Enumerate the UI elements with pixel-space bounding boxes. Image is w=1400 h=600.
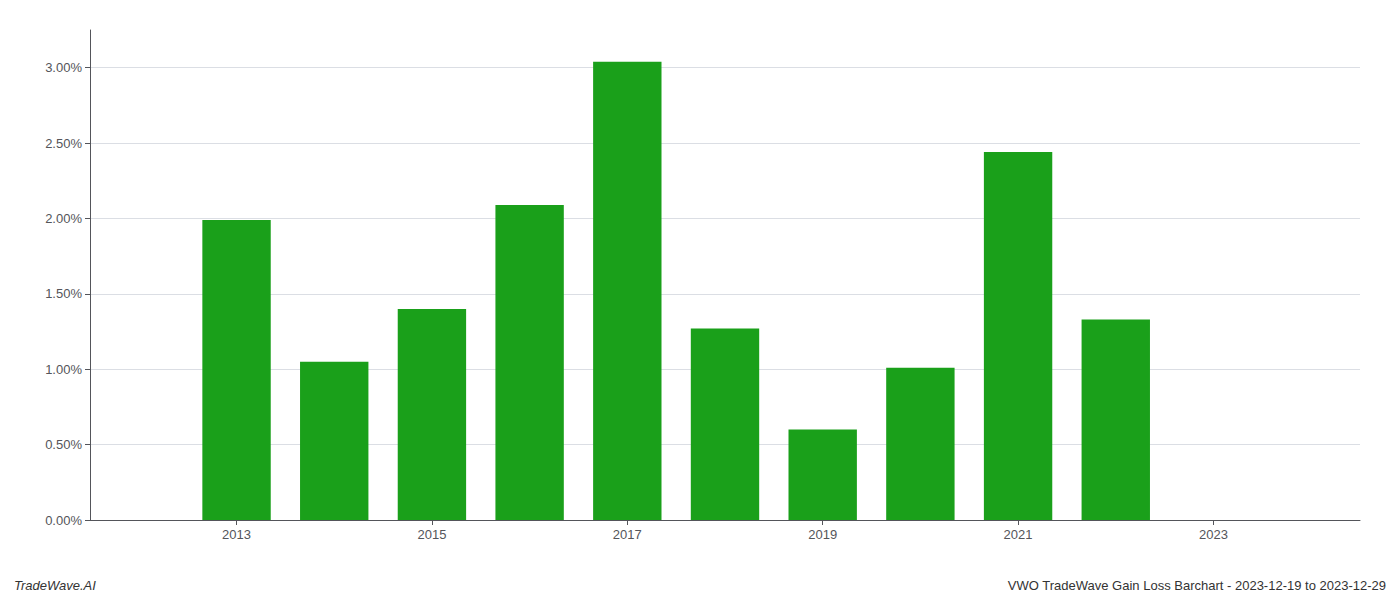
svg-text:2023: 2023: [1199, 527, 1228, 542]
svg-text:3.00%: 3.00%: [45, 60, 82, 75]
svg-text:VWO TradeWave Gain Loss Barcha: VWO TradeWave Gain Loss Barchart - 2023-…: [1008, 578, 1386, 593]
svg-text:1.00%: 1.00%: [45, 362, 82, 377]
svg-text:1.50%: 1.50%: [45, 286, 82, 301]
svg-text:2013: 2013: [222, 527, 251, 542]
svg-text:TradeWave.AI: TradeWave.AI: [14, 578, 96, 593]
svg-text:0.00%: 0.00%: [45, 513, 82, 528]
svg-text:2.50%: 2.50%: [45, 136, 82, 151]
svg-text:0.50%: 0.50%: [45, 437, 82, 452]
svg-text:2.00%: 2.00%: [45, 211, 82, 226]
svg-text:2017: 2017: [613, 527, 642, 542]
svg-text:2015: 2015: [417, 527, 446, 542]
svg-text:2021: 2021: [1004, 527, 1033, 542]
svg-text:2019: 2019: [808, 527, 837, 542]
